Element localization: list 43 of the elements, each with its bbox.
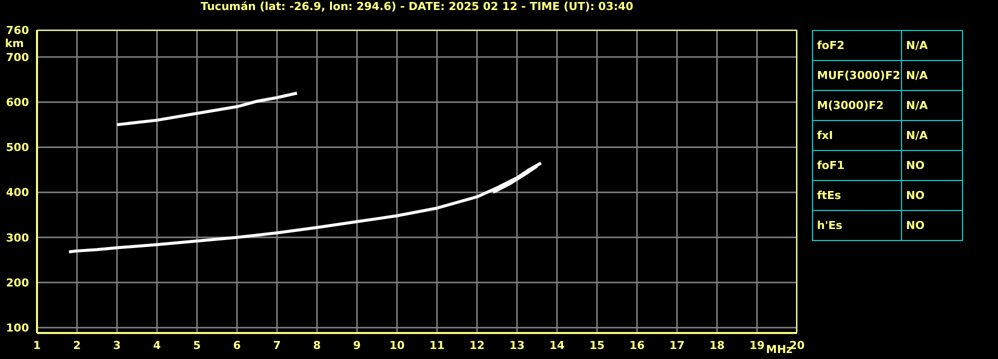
text: foF1 — [812, 150, 902, 180]
y-tick-label: 300 — [6, 231, 30, 244]
text: N/A — [902, 30, 962, 60]
x-tick-label: 7 — [273, 338, 281, 352]
y-tick-label: 500 — [6, 141, 30, 154]
x-tick-label: 4 — [153, 338, 162, 352]
y-tick-label: 200 — [6, 276, 30, 290]
y-axis-title: km — [5, 37, 24, 50]
text: h'Es — [812, 210, 902, 240]
x-tick-label: 19 — [749, 338, 765, 352]
text: foF2 — [812, 30, 902, 60]
x-tick-label: 12 — [469, 338, 485, 352]
y-tick-label: 600 — [6, 96, 30, 110]
chart-title: Tucumán (lat: -26.9, lon: 294.6) - DATE: 2025 02 12 - TIME (UT): 03:40 — [200, 0, 634, 13]
y-tick-label: 400 — [6, 186, 30, 200]
y-tick-label: 760 — [6, 24, 30, 37]
text: ftEs — [812, 180, 902, 210]
x-tick-label: 16 — [629, 338, 645, 352]
x-tick-label: 15 — [589, 338, 605, 352]
text: MUF(3000)F2 — [812, 60, 902, 90]
x-tick-label: 8 — [313, 338, 321, 352]
x-tick-label: 2 — [73, 338, 81, 352]
text: NO — [902, 180, 962, 210]
text: N/A — [902, 90, 962, 120]
text: fxI — [812, 120, 902, 150]
text: NO — [902, 150, 962, 180]
x-tick-label: 1 — [33, 338, 41, 352]
x-tick-label: 14 — [549, 338, 565, 352]
x-tick-label: 9 — [353, 338, 361, 352]
x-tick-label: 17 — [669, 338, 685, 352]
text: NO — [902, 210, 962, 240]
x-tick-label: 5 — [193, 338, 201, 352]
y-tick-label: 100 — [6, 321, 30, 334]
x-tick-label: 10 — [389, 338, 405, 352]
text: N/A — [902, 120, 962, 150]
text: N/A — [902, 60, 962, 90]
x-tick-label: 13 — [509, 338, 525, 352]
text: M(3000)F2 — [812, 90, 902, 120]
x-tick-label: 3 — [113, 338, 121, 352]
x-tick-label: 6 — [233, 338, 242, 352]
x-tick-label: 11 — [429, 338, 445, 352]
y-tick-label: 700 — [6, 50, 30, 64]
x-tick-label: 18 — [709, 338, 725, 352]
